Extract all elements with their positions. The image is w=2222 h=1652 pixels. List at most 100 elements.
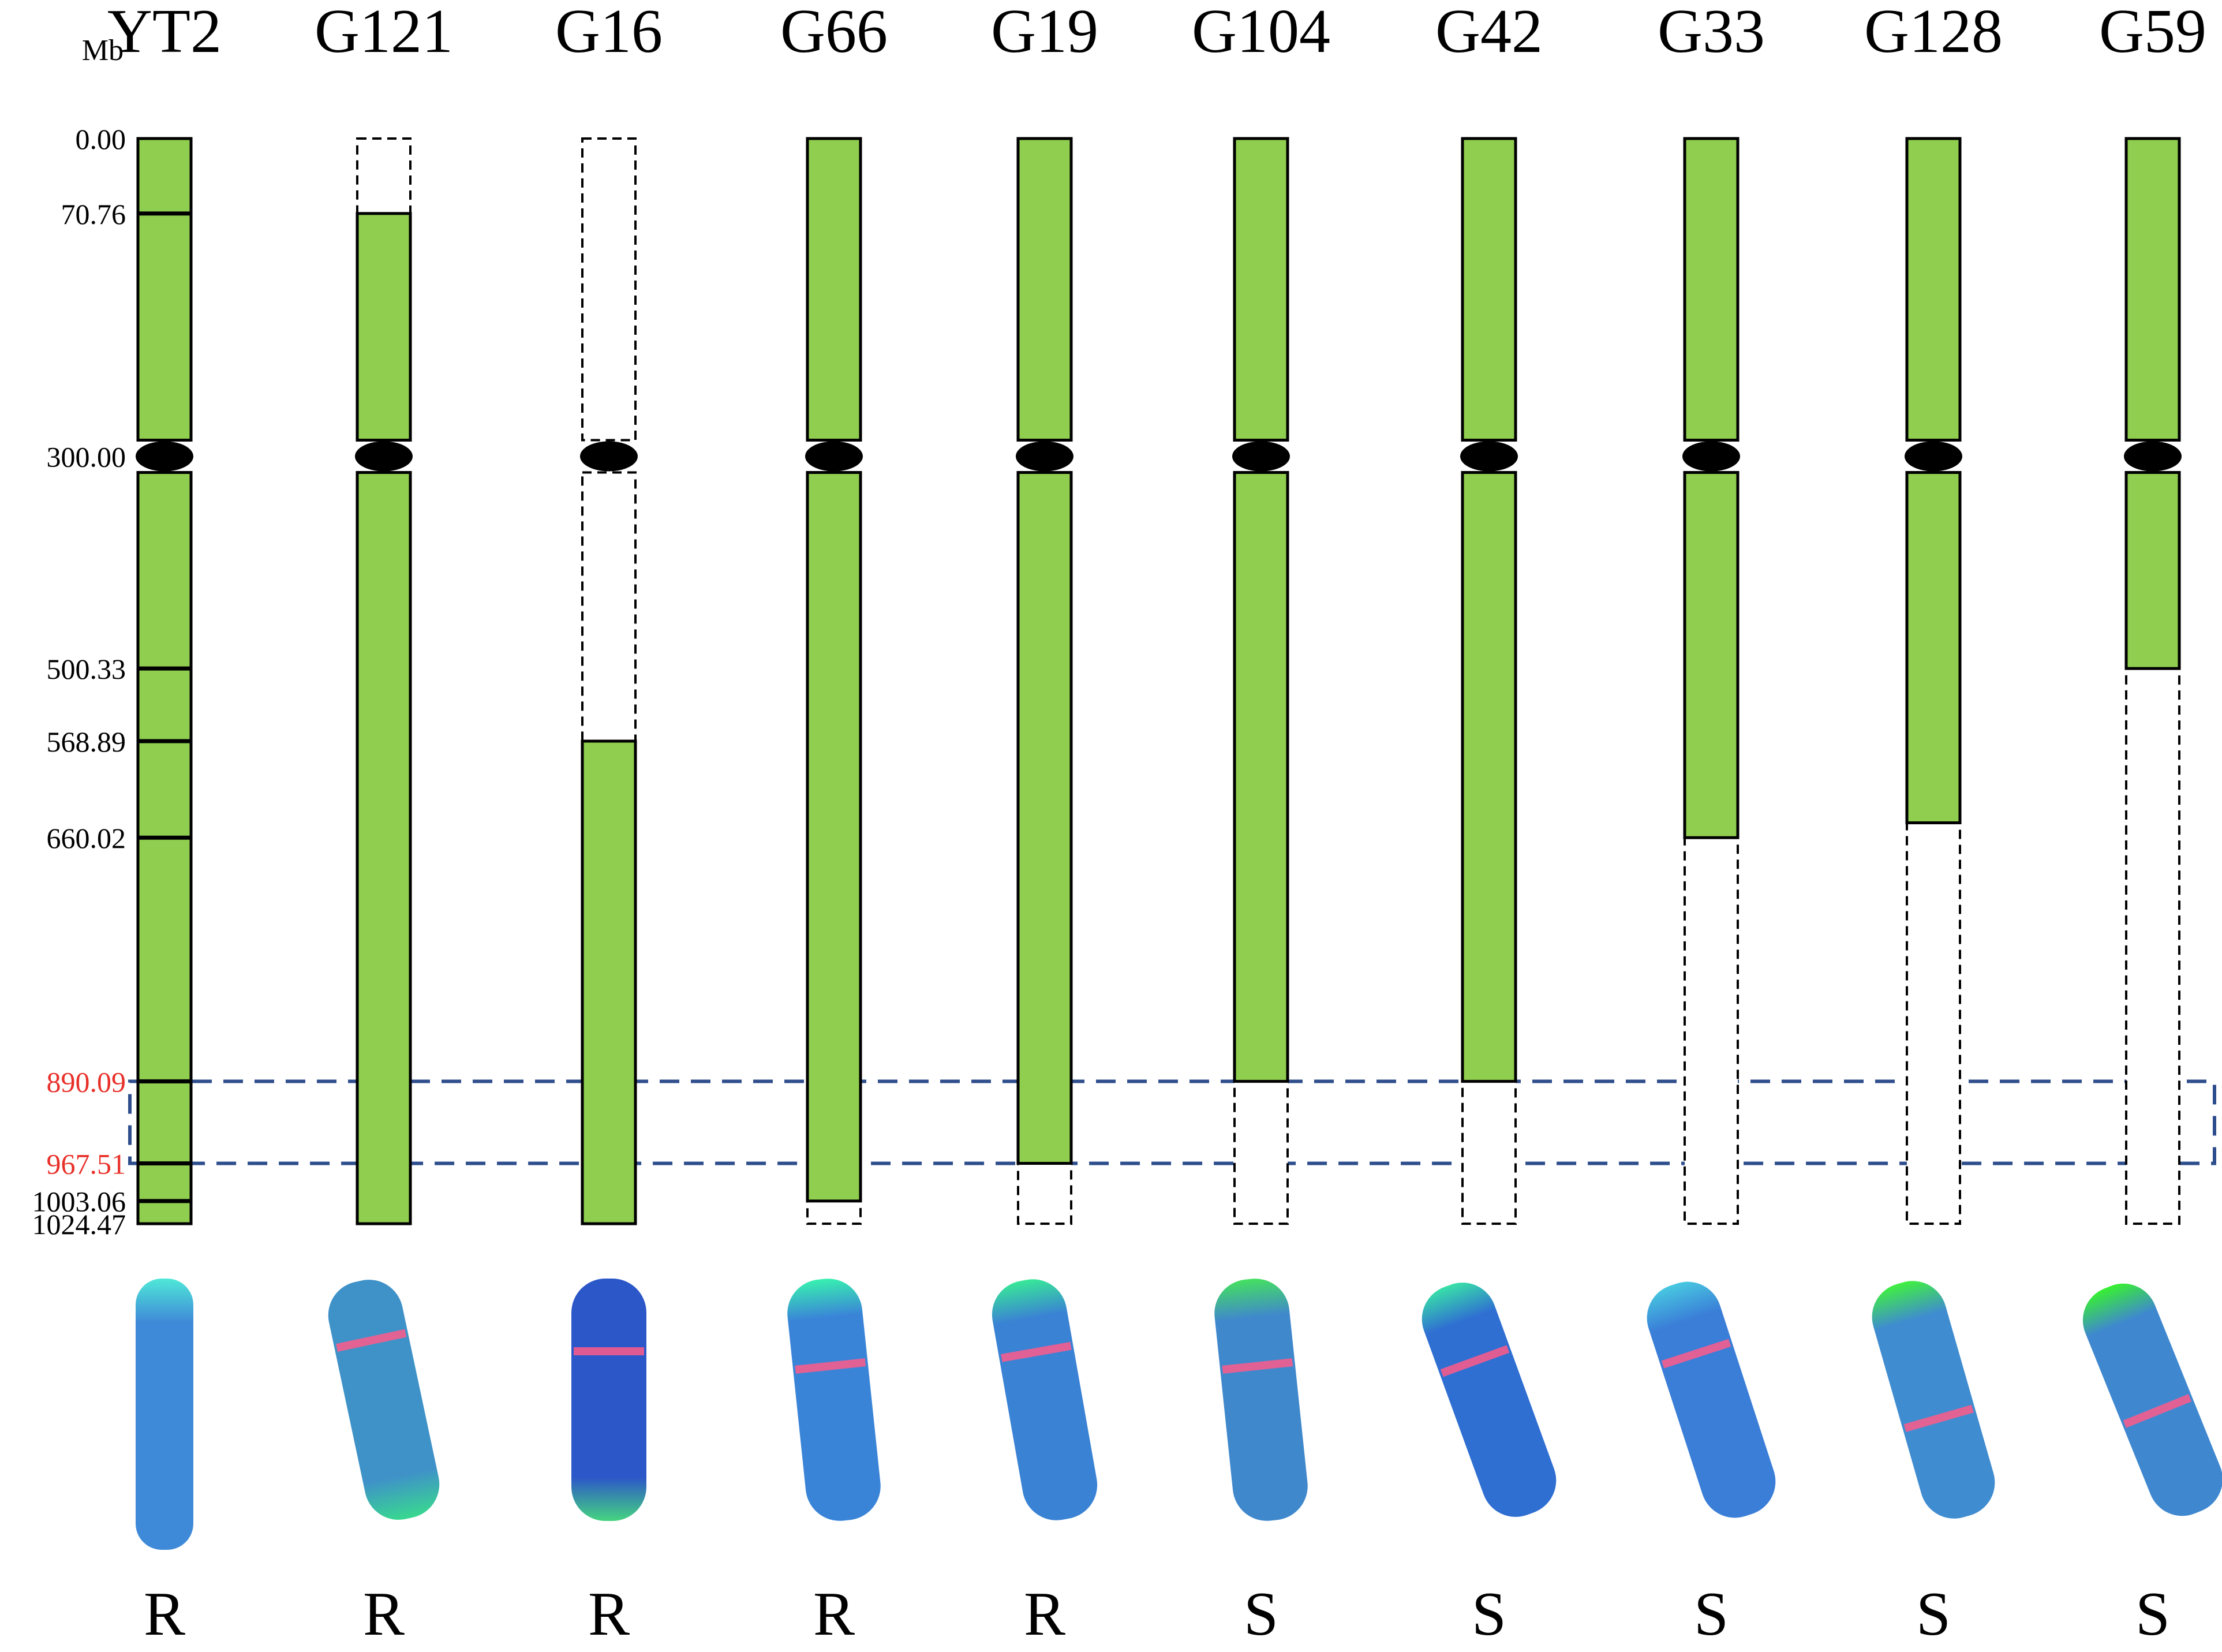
absent-segment bbox=[581, 471, 637, 742]
absent-segment bbox=[1017, 1162, 1072, 1225]
absent-segment bbox=[356, 137, 412, 215]
phenotype-label: S bbox=[2135, 1580, 2170, 1649]
fish-image-g59: S bbox=[2082, 1283, 2222, 1649]
present-segment bbox=[356, 471, 412, 1225]
chromosome-g104: G104 bbox=[1192, 0, 1330, 1225]
fish-chromosome-body bbox=[1214, 1279, 1308, 1521]
fish-chromosome-body bbox=[787, 1279, 881, 1521]
fish-chromosome-body bbox=[2082, 1283, 2222, 1516]
fish-signal-band bbox=[795, 1358, 866, 1374]
scale-tick-label: 500.33 bbox=[47, 653, 126, 685]
fish-signal-band bbox=[1440, 1345, 1510, 1377]
phenotype-label: R bbox=[588, 1580, 630, 1649]
present-segment bbox=[581, 739, 637, 1225]
fish-chromosome-body bbox=[136, 1279, 193, 1550]
phenotype-label: S bbox=[1244, 1580, 1278, 1649]
centromere bbox=[136, 441, 193, 472]
present-segment bbox=[1016, 137, 1073, 442]
line-label: G33 bbox=[1658, 0, 1765, 66]
phenotype-label: R bbox=[813, 1580, 855, 1649]
scale-tick-label: 568.89 bbox=[47, 726, 126, 758]
chromosome-yt2: YT2 bbox=[107, 0, 222, 1225]
phenotype-label: R bbox=[363, 1580, 405, 1649]
chromosome-g128: G128 bbox=[1864, 0, 2003, 1225]
scale-axis: Mb 0.00 70.76 300.00 500.33 568.89 660.02 890.… bbox=[32, 34, 126, 1240]
fish-image-g42: S bbox=[1422, 1283, 1557, 1649]
present-segment bbox=[1461, 137, 1517, 442]
phenotype-label: R bbox=[1024, 1580, 1065, 1649]
phenotype-label: S bbox=[1916, 1580, 1951, 1649]
centromere bbox=[580, 441, 638, 472]
present-segment bbox=[2124, 137, 2181, 442]
present-segment bbox=[1016, 471, 1073, 1165]
present-segment bbox=[1905, 137, 1962, 442]
fish-chromosome-body bbox=[1647, 1281, 1776, 1518]
line-label: G19 bbox=[991, 0, 1098, 66]
chromosome-g42: G42 bbox=[1435, 0, 1543, 1225]
centromere bbox=[1905, 441, 1962, 472]
phenotype-label: S bbox=[1472, 1580, 1506, 1649]
fish-chromosome-body bbox=[571, 1279, 646, 1521]
centromere bbox=[355, 441, 413, 472]
scale-tick-label: 0.00 bbox=[76, 123, 126, 155]
unit-label: Mb bbox=[82, 34, 124, 67]
scale-tick-label: 300.00 bbox=[47, 441, 126, 473]
line-label: G66 bbox=[780, 0, 888, 66]
present-segment bbox=[1683, 471, 1740, 839]
fish-signal-band bbox=[1222, 1358, 1293, 1374]
chromosome-g16: G16 bbox=[555, 0, 663, 1225]
present-segment bbox=[356, 212, 412, 442]
line-label: G16 bbox=[555, 0, 663, 66]
fish-chromosome-body bbox=[328, 1280, 440, 1520]
fish-image-g104: S bbox=[1214, 1279, 1308, 1649]
fish-signal-band bbox=[574, 1347, 644, 1355]
fish-image-g128: S bbox=[1872, 1281, 1995, 1649]
centromere bbox=[1016, 441, 1073, 472]
fish-image-g121: R bbox=[328, 1280, 440, 1649]
present-segment bbox=[1461, 471, 1517, 1083]
present-segment bbox=[1683, 137, 1740, 442]
scale-tick-label: 1003.06 bbox=[32, 1186, 126, 1218]
highlight-region-box bbox=[128, 1079, 2216, 1165]
chromosome-g33: G33 bbox=[1658, 0, 1765, 1225]
chromosome-g121: G121 bbox=[315, 0, 453, 1225]
present-segment bbox=[806, 137, 862, 442]
fish-image-g19: R bbox=[992, 1279, 1098, 1649]
scale-tick-label: 70.76 bbox=[61, 198, 126, 230]
present-segment bbox=[1905, 471, 1962, 824]
fish-image-g66: R bbox=[787, 1279, 881, 1649]
fish-signal-band bbox=[336, 1329, 407, 1352]
line-label: YT2 bbox=[107, 0, 222, 66]
fish-chromosome-body bbox=[1422, 1283, 1557, 1517]
present-segment bbox=[136, 137, 193, 442]
present-segment bbox=[1233, 137, 1289, 442]
absent-segment bbox=[1233, 1080, 1289, 1225]
absent-segment bbox=[806, 1199, 862, 1225]
phenotype-label: S bbox=[1694, 1580, 1729, 1649]
fish-chromosome-body bbox=[1872, 1281, 1995, 1519]
scale-tick-label: 967.51 bbox=[47, 1148, 126, 1180]
fish-signal-band bbox=[1661, 1339, 1731, 1369]
chromosome-g19: G19 bbox=[991, 0, 1098, 1225]
highlight-layer bbox=[128, 1079, 2216, 1165]
scale-tick-label: 890.09 bbox=[47, 1066, 126, 1098]
present-segment bbox=[1233, 471, 1289, 1083]
chromosome-g59: G59 bbox=[2099, 0, 2206, 1225]
present-segment bbox=[2124, 471, 2181, 670]
fish-chromosome-body bbox=[992, 1279, 1098, 1520]
present-segment bbox=[806, 471, 862, 1203]
line-label: G121 bbox=[315, 0, 453, 66]
line-label: G42 bbox=[1435, 0, 1543, 66]
line-label: G59 bbox=[2099, 0, 2206, 66]
chromosome-g66: G66 bbox=[780, 0, 888, 1225]
absent-segment bbox=[1684, 836, 1739, 1225]
absent-segment bbox=[1906, 821, 1961, 1225]
absent-segment bbox=[2125, 667, 2180, 1225]
present-segment bbox=[136, 471, 193, 1225]
fish-signal-band bbox=[1903, 1404, 1974, 1432]
fish-image-yt2: R bbox=[136, 1279, 193, 1649]
fish-signal-band bbox=[1001, 1341, 1072, 1362]
centromere bbox=[1232, 441, 1290, 472]
